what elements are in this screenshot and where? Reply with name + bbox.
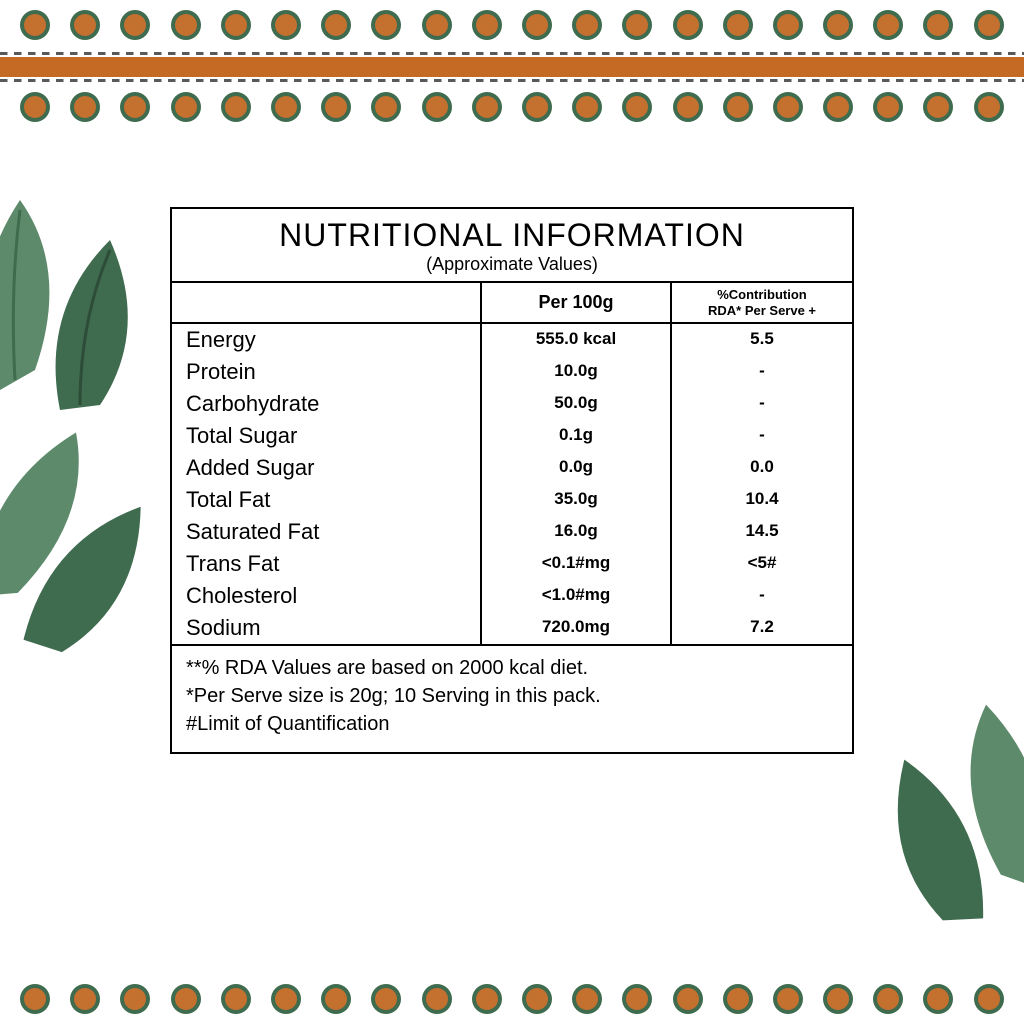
table-row: Saturated Fat16.0g14.5 (172, 516, 852, 548)
nutrient-per100g: 16.0g (482, 516, 672, 548)
nutrient-name: Total Sugar (172, 420, 482, 452)
nutrition-panel: NUTRITIONAL INFORMATION (Approximate Val… (170, 207, 854, 754)
nutrient-per100g: 720.0mg (482, 612, 672, 644)
table-row: Trans Fat<0.1#mg<5# (172, 548, 852, 580)
table-row: Total Sugar0.1g- (172, 420, 852, 452)
table-body: Energy555.0 kcal5.5Protein10.0g-Carbohyd… (172, 324, 852, 644)
table-row: Total Fat35.0g10.4 (172, 484, 852, 516)
nutrient-rda: <5# (672, 548, 852, 580)
nutrient-name: Saturated Fat (172, 516, 482, 548)
nutrient-rda: 0.0 (672, 452, 852, 484)
footnote-line: *Per Serve size is 20g; 10 Serving in th… (186, 682, 838, 710)
decor-bar (0, 52, 1024, 82)
nutrient-rda: - (672, 420, 852, 452)
nutrient-rda: - (672, 388, 852, 420)
nutrient-name: Added Sugar (172, 452, 482, 484)
nutrient-rda: - (672, 356, 852, 388)
panel-title: NUTRITIONAL INFORMATION (172, 209, 852, 254)
nutrient-name: Cholesterol (172, 580, 482, 612)
nutrient-rda: 7.2 (672, 612, 852, 644)
nutrient-name: Sodium (172, 612, 482, 644)
panel-subtitle: (Approximate Values) (172, 254, 852, 281)
table-header: Per 100g %Contribution RDA* Per Serve + (172, 281, 852, 324)
nutrient-per100g: 50.0g (482, 388, 672, 420)
nutrient-per100g: <1.0#mg (482, 580, 672, 612)
nutrient-per100g: 0.0g (482, 452, 672, 484)
footnotes: **% RDA Values are based on 2000 kcal di… (172, 644, 852, 752)
nutrient-per100g: 10.0g (482, 356, 672, 388)
nutrient-name: Trans Fat (172, 548, 482, 580)
nutrient-name: Total Fat (172, 484, 482, 516)
dot-row-top-1 (0, 14, 1024, 36)
nutrient-name: Carbohydrate (172, 388, 482, 420)
nutrient-per100g: <0.1#mg (482, 548, 672, 580)
nutrient-rda: - (672, 580, 852, 612)
table-row: Carbohydrate50.0g- (172, 388, 852, 420)
header-per-100g: Per 100g (482, 283, 672, 322)
nutrient-rda: 5.5 (672, 324, 852, 356)
nutrient-name: Protein (172, 356, 482, 388)
dot-row-top-2 (0, 96, 1024, 118)
footnote-line: **% RDA Values are based on 2000 kcal di… (186, 654, 838, 682)
table-row: Added Sugar0.0g0.0 (172, 452, 852, 484)
table-row: Protein10.0g- (172, 356, 852, 388)
table-row: Energy555.0 kcal5.5 (172, 324, 852, 356)
nutrient-name: Energy (172, 324, 482, 356)
footnote-line: #Limit of Quantification (186, 710, 838, 738)
dot-row-bottom (0, 988, 1024, 1010)
nutrient-per100g: 555.0 kcal (482, 324, 672, 356)
nutrient-per100g: 0.1g (482, 420, 672, 452)
table-row: Cholesterol<1.0#mg- (172, 580, 852, 612)
table-row: Sodium720.0mg7.2 (172, 612, 852, 644)
header-rda: %Contribution RDA* Per Serve + (672, 283, 852, 322)
nutrient-per100g: 35.0g (482, 484, 672, 516)
nutrient-rda: 14.5 (672, 516, 852, 548)
nutrient-rda: 10.4 (672, 484, 852, 516)
